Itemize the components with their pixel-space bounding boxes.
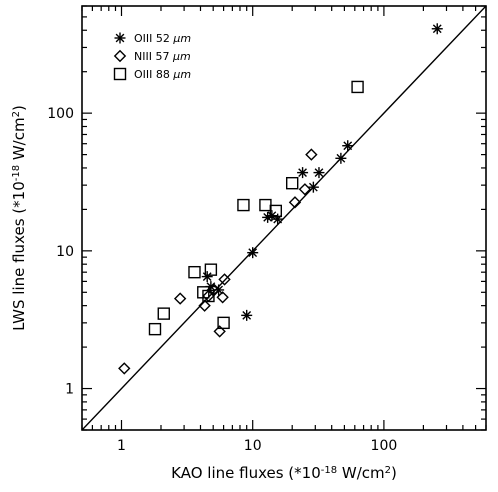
y-axis-label: LWS line fluxes (*10-18 W/cm2): [10, 105, 28, 331]
data-point-asterisk: [342, 140, 354, 152]
y-tick-label: 10: [56, 244, 74, 260]
legend-marker-square: [113, 67, 127, 81]
data-point-square: [259, 198, 272, 212]
x-tick-label: 1: [117, 438, 126, 454]
data-point-square: [285, 176, 299, 190]
data-point-asterisk: [262, 211, 274, 223]
legend-marker-asterisk: [114, 32, 126, 44]
series-asterisk: [201, 23, 443, 321]
data-point-asterisk: [431, 23, 443, 35]
data-point-diamond: [288, 196, 302, 209]
legend-label: OIII 88 μm: [134, 68, 191, 81]
data-point-square: [269, 204, 283, 218]
legend-marker-diamond: [113, 49, 127, 63]
data-point-square: [217, 316, 230, 330]
data-point-diamond: [213, 325, 226, 338]
x-tick-label: 10: [244, 438, 262, 454]
data-point-diamond: [298, 183, 312, 196]
data-point-square: [148, 322, 162, 336]
axes: 1 10 100 1 10 100 KAO line fluxes (*10-18 W/cm…: [10, 5, 487, 482]
data-point-square: [237, 198, 250, 212]
data-point-asterisk: [297, 167, 309, 179]
data-point-diamond: [173, 292, 187, 305]
data-point-square: [351, 80, 364, 94]
data-point-diamond: [198, 299, 211, 312]
y-tick-label: 100: [47, 106, 74, 122]
legend-label: OIII 52 μm: [134, 32, 191, 45]
data-point-square: [204, 263, 218, 276]
plot-frame: [81, 5, 487, 431]
data-point-asterisk: [201, 271, 213, 283]
x-axis-label: KAO line fluxes (*10-18 W/cm2): [171, 464, 397, 482]
series-square: [148, 80, 364, 336]
legend: OIII 52 μm NIII 57 μm OIII 88 μm: [113, 32, 191, 81]
data-point-asterisk: [241, 309, 253, 321]
plot-area: [82, 6, 486, 430]
data-point-asterisk: [247, 247, 259, 259]
data-point-diamond: [118, 362, 131, 375]
y-tick-label: 1: [65, 382, 74, 398]
reference-line-y-equals-x: [82, 6, 486, 430]
legend-label: NIII 57 μm: [134, 50, 191, 63]
data-point-diamond: [216, 291, 229, 304]
data-point-diamond: [305, 148, 318, 161]
data-point-asterisk: [307, 181, 319, 193]
data-point-asterisk: [335, 152, 347, 164]
data-point-square: [188, 265, 201, 279]
data-point-square: [202, 289, 215, 303]
data-point-diamond: [218, 273, 231, 286]
data-point-square: [157, 307, 170, 320]
data-point-asterisk: [313, 167, 325, 179]
x-tick-label: 100: [371, 438, 398, 454]
